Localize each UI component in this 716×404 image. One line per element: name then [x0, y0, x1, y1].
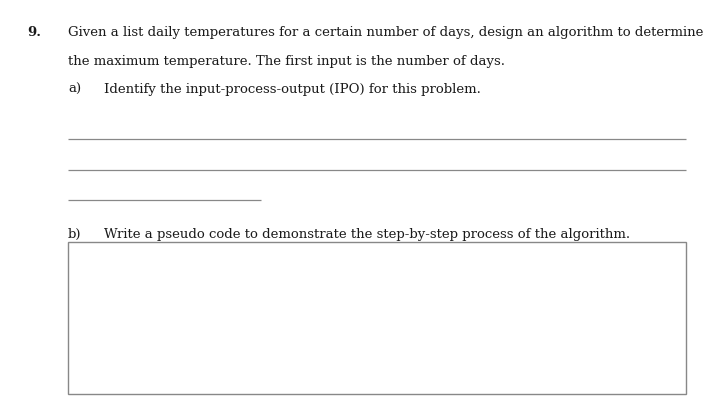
Text: 9.: 9.	[27, 26, 42, 39]
Text: Identify the input-process-output (IPO) for this problem.: Identify the input-process-output (IPO) …	[104, 83, 480, 96]
Text: a): a)	[68, 83, 81, 96]
Text: Write a pseudo code to demonstrate the step-by-step process of the algorithm.: Write a pseudo code to demonstrate the s…	[104, 228, 630, 241]
Text: b): b)	[68, 228, 82, 241]
Text: Given a list daily temperatures for a certain number of days, design an algorith: Given a list daily temperatures for a ce…	[68, 26, 703, 39]
FancyBboxPatch shape	[68, 242, 686, 394]
Text: the maximum temperature. The first input is the number of days.: the maximum temperature. The first input…	[68, 55, 505, 67]
